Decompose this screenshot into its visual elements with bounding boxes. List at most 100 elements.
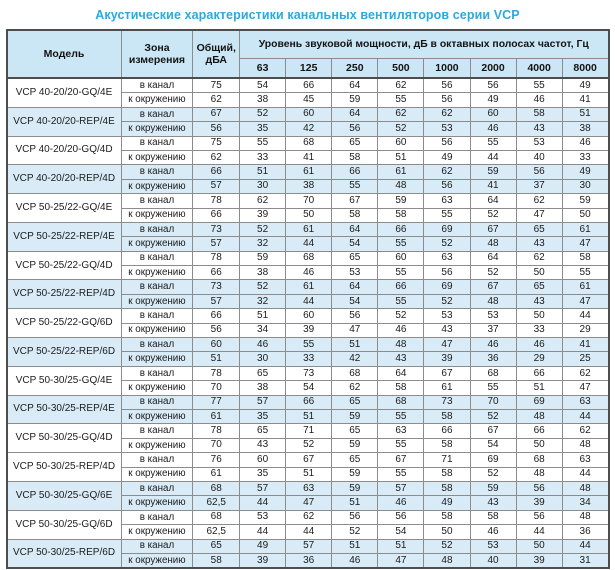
spl-value-cell: 51 — [561, 106, 610, 123]
spl-value-cell: 34 — [239, 322, 287, 339]
spl-value-cell: 61 — [285, 279, 333, 295]
spl-value-cell: 67 — [469, 423, 517, 439]
spl-value-cell: 60 — [377, 135, 425, 151]
spl-value-cell: 59 — [561, 193, 610, 209]
spl-value-cell: 63 — [423, 193, 471, 209]
spl-value-cell: 67 — [469, 279, 517, 295]
total-dba-cell: 76 — [192, 452, 241, 468]
table-row: к окружению 56 34 39 47 46 43 37 33 29 — [7, 322, 610, 339]
spl-value-cell: 68 — [515, 452, 563, 468]
zone-cell-to-ambient: к окружению — [120, 236, 194, 252]
spl-value-cell: 53 — [331, 265, 379, 281]
total-dba-cell: 62,5 — [192, 495, 241, 511]
spl-value-cell: 66 — [377, 221, 425, 238]
spl-value-cell: 70 — [285, 193, 333, 209]
zone-cell-in-duct: в канал — [120, 77, 194, 94]
total-dba-cell: 66 — [192, 265, 241, 281]
spl-value-cell: 39 — [239, 552, 287, 569]
total-dba-cell: 57 — [192, 178, 241, 195]
spl-value-cell: 44 — [561, 538, 610, 554]
spl-value-cell: 39 — [285, 322, 333, 339]
spl-value-cell: 49 — [561, 77, 610, 94]
spl-value-cell: 44 — [285, 524, 333, 540]
spl-value-cell: 51 — [515, 380, 563, 396]
spl-value-cell: 65 — [515, 221, 563, 238]
spl-value-cell: 52 — [423, 538, 471, 554]
spl-value-cell: 48 — [377, 178, 425, 195]
spl-value-cell: 51 — [239, 164, 287, 180]
zone-cell-in-duct: в канал — [120, 164, 194, 180]
header-freq-8000: 8000 — [561, 58, 610, 79]
spl-value-cell: 53 — [469, 308, 517, 324]
total-dba-cell: 70 — [192, 437, 241, 454]
table-row: VCP 40-20/20-GQ/4D в канал 75 55 68 65 60 56 55 5… — [6, 135, 610, 166]
spl-value-cell: 64 — [469, 193, 517, 209]
table-row: к окружению 70 38 54 62 58 61 55 51 47 — [7, 380, 610, 396]
spl-value-cell: 69 — [423, 279, 471, 295]
spl-value-cell: 46 — [377, 495, 425, 511]
spl-value-cell: 51 — [239, 308, 287, 324]
header-freq-500: 500 — [377, 58, 425, 79]
spl-value-cell: 61 — [423, 380, 471, 396]
total-dba-cell: 56 — [192, 322, 241, 339]
spl-value-cell: 53 — [239, 509, 287, 526]
spl-value-cell: 47 — [285, 495, 333, 511]
spl-value-cell: 50 — [285, 207, 333, 223]
zone-cell-in-duct: в канал — [120, 250, 194, 267]
spl-value-cell: 51 — [331, 538, 379, 554]
spl-value-cell: 67 — [331, 193, 379, 209]
zone-cell-to-ambient: к окружению — [120, 92, 194, 108]
spl-value-cell: 35 — [239, 466, 287, 482]
spl-value-cell: 49 — [239, 538, 287, 554]
spl-value-cell: 50 — [515, 437, 563, 454]
header-sound-power-level: Уровень звуковой мощности, дБ в октавных… — [239, 29, 609, 59]
spl-value-cell: 59 — [331, 480, 379, 497]
spl-value-cell: 37 — [515, 178, 563, 195]
model-cell: VCP 40-20/20-GQ/4D — [6, 135, 122, 166]
spl-value-cell: 29 — [561, 322, 610, 339]
spl-value-cell: 68 — [331, 365, 379, 382]
spl-value-cell: 66 — [377, 279, 425, 295]
header-freq-4000: 4000 — [515, 58, 563, 79]
zone-cell-in-duct: в канал — [120, 221, 194, 238]
spl-value-cell: 43 — [515, 236, 563, 252]
spl-value-cell: 64 — [469, 250, 517, 267]
spl-value-cell: 65 — [239, 365, 287, 382]
acoustic-characteristics-table: Модель Зона измерения Общий, дБА Уровень… — [5, 29, 610, 570]
table-row: VCP 50-30/25-GQ/6D в канал 68 53 62 56 56 58 58 5… — [6, 509, 610, 540]
spl-value-cell: 55 — [377, 236, 425, 252]
spl-value-cell: 63 — [561, 452, 610, 468]
spl-value-cell: 61 — [561, 279, 610, 295]
spl-value-cell: 58 — [377, 380, 425, 396]
spl-value-cell: 49 — [469, 92, 517, 108]
spl-value-cell: 32 — [239, 293, 287, 310]
header-row-main: Модель Зона измерения Общий, дБА Уровень… — [6, 29, 609, 79]
spl-value-cell: 55 — [239, 135, 287, 151]
spl-value-cell: 45 — [285, 92, 333, 108]
spl-value-cell: 38 — [239, 92, 287, 108]
spl-value-cell: 59 — [331, 466, 379, 482]
spl-value-cell: 70 — [469, 394, 517, 410]
spl-value-cell: 53 — [423, 121, 471, 137]
spl-value-cell: 50 — [423, 524, 471, 540]
spl-value-cell: 55 — [469, 380, 517, 396]
spl-value-cell: 61 — [561, 221, 610, 238]
spl-value-cell: 49 — [423, 149, 471, 166]
spl-value-cell: 59 — [331, 92, 379, 108]
total-dba-cell: 61 — [192, 408, 241, 425]
model-cell: VCP 40-20/20-REP/4E — [6, 106, 122, 137]
spl-value-cell: 66 — [515, 423, 563, 439]
spl-value-cell: 56 — [515, 164, 563, 180]
spl-value-cell: 44 — [561, 308, 610, 324]
total-dba-cell: 68 — [192, 509, 241, 526]
zone-cell-to-ambient: к окружению — [120, 408, 194, 425]
spl-value-cell: 44 — [515, 524, 563, 540]
zone-cell-in-duct: в канал — [120, 365, 194, 382]
total-dba-cell: 78 — [192, 250, 241, 267]
spl-value-cell: 60 — [285, 106, 333, 123]
model-cell: VCP 50-30/25-REP/6D — [6, 538, 122, 569]
spl-value-cell: 55 — [377, 265, 425, 281]
table-header: Модель Зона измерения Общий, дБА Уровень… — [6, 29, 610, 79]
spl-value-cell: 54 — [469, 437, 517, 454]
spl-value-cell: 68 — [469, 365, 517, 382]
